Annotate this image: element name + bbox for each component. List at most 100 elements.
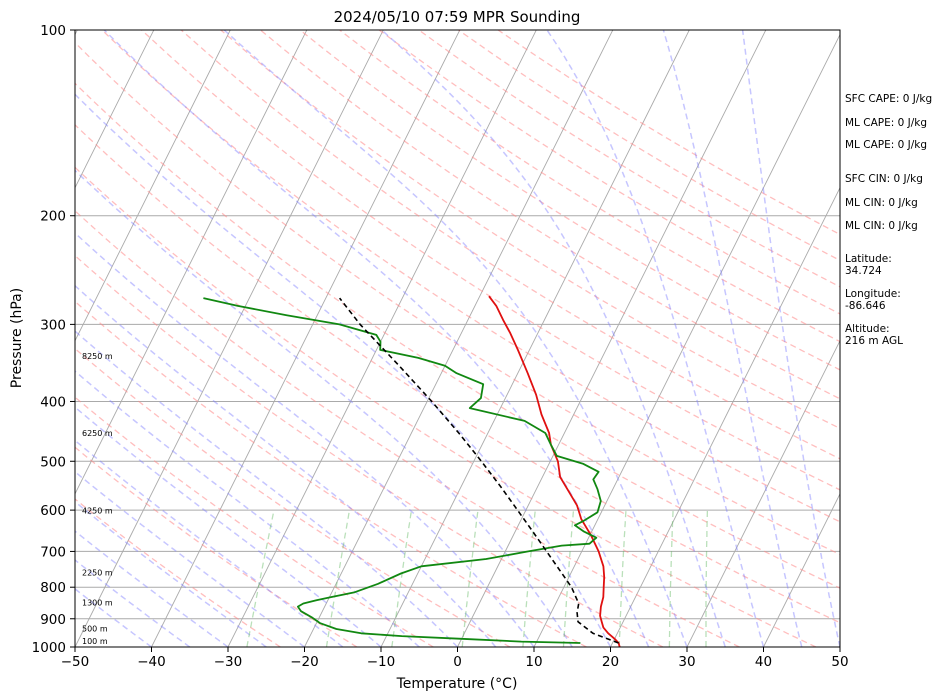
x-tick-label: 50 xyxy=(831,654,848,670)
parcel-line xyxy=(338,297,619,644)
isotherm-line xyxy=(75,30,384,647)
isotherm-line xyxy=(610,186,840,647)
y-tick-label: 800 xyxy=(40,580,66,596)
x-tick-label: 30 xyxy=(678,654,695,670)
sfc-cape-text: SFC CAPE: 0 J/kg xyxy=(845,93,932,105)
ml-cape-text-2: ML CAPE: 0 J/kg xyxy=(845,139,927,151)
moist-adiabat-line xyxy=(546,30,765,647)
latitude-label: Latitude: xyxy=(845,253,892,265)
longitude-value: -86.646 xyxy=(845,300,886,312)
sfc-cin-text: SFC CIN: 0 J/kg xyxy=(845,173,923,185)
y-tick-label: 700 xyxy=(40,544,66,560)
dry-adiabat-line xyxy=(75,41,840,556)
temperature-line xyxy=(488,295,621,647)
x-axis-ticks: −50 −40 −30 −20 −10 0 10 20 30 40 50 xyxy=(61,647,849,670)
x-tick-label: −40 xyxy=(137,654,166,670)
mixing-ratio-line xyxy=(668,510,674,647)
ml-cin-text: ML CIN: 0 J/kg xyxy=(845,197,918,209)
height-label: 500 m xyxy=(82,625,108,634)
isotherm-line xyxy=(75,30,308,495)
x-tick-label: 40 xyxy=(755,654,772,670)
moist-adiabat-line xyxy=(381,30,727,647)
moist-adiabat-line xyxy=(75,232,535,647)
dry-adiabat-line xyxy=(75,254,664,647)
height-label: 2250 m xyxy=(82,569,113,578)
isotherm-line xyxy=(686,339,840,647)
plot-frame xyxy=(74,29,841,648)
chart-title: 2024/05/10 07:59 MPR Sounding xyxy=(334,8,581,26)
latitude-value: 34.724 xyxy=(845,265,882,277)
mixing-ratio-line xyxy=(705,510,709,647)
altitude-label: Altitude: xyxy=(845,323,890,335)
moist-adiabat-line xyxy=(75,587,152,647)
dry-adiabat-line xyxy=(180,30,840,460)
moist-adiabat-line xyxy=(75,406,382,647)
y-axis-label: Pressure (hPa) xyxy=(9,288,25,388)
dry-adiabat-line xyxy=(75,347,511,647)
mixing-ratio-line xyxy=(325,509,351,647)
moist-adiabat-line xyxy=(75,93,612,647)
moist-adiabat-line xyxy=(223,30,688,647)
mixing-ratio-line xyxy=(461,510,479,647)
dry-adiabat-line xyxy=(220,30,840,430)
profile-lines xyxy=(203,295,621,647)
isotherm-line xyxy=(0,30,1,647)
dewpoint-line xyxy=(203,297,602,644)
isotherm-line xyxy=(227,30,537,647)
x-tick-label: 0 xyxy=(453,654,462,670)
moist-adiabat-line xyxy=(75,470,305,647)
dry-adiabat-line xyxy=(75,300,587,647)
dry-adiabat-line xyxy=(299,30,840,371)
y-tick-label: 400 xyxy=(40,394,66,410)
moist-adiabat-line xyxy=(75,439,344,647)
background-grid xyxy=(0,30,840,647)
height-label: 4250 m xyxy=(82,506,113,515)
longitude-label: Longitude: xyxy=(845,288,901,300)
y-tick-label: 300 xyxy=(40,317,66,333)
dry-adiabat-line xyxy=(75,123,840,624)
isotherm-line xyxy=(533,33,840,647)
x-tick-label: −10 xyxy=(367,654,396,670)
dry-adiabat-line xyxy=(75,396,434,647)
moist-adiabat-line xyxy=(75,500,267,647)
mixing-ratio-line xyxy=(391,509,413,647)
dry-adiabat-line xyxy=(339,30,840,343)
dry-adiabat-line xyxy=(75,209,740,647)
height-label: 6250 m xyxy=(82,429,113,438)
x-tick-label: −50 xyxy=(61,654,90,670)
x-tick-label: 10 xyxy=(525,654,542,670)
x-tick-label: −30 xyxy=(214,654,243,670)
moist-adiabat-line xyxy=(75,330,459,647)
y-axis-ticks: 1000 900 800 700 600 500 400 300 200 100 xyxy=(32,23,75,656)
y-tick-label: 100 xyxy=(40,23,66,39)
moist-adiabat-line xyxy=(75,284,497,647)
height-labels: 100 m 500 m 1300 m 2250 m 4250 m 6250 m 8250 m xyxy=(82,352,113,646)
dry-adiabat-line xyxy=(75,82,840,589)
moist-adiabat-line xyxy=(741,30,840,647)
dry-adiabat-line xyxy=(259,30,840,400)
moist-adiabat-line xyxy=(662,30,803,647)
dry-adiabat-line xyxy=(75,166,817,647)
height-label: 8250 m xyxy=(82,352,113,361)
x-tick-label: −20 xyxy=(290,654,319,670)
height-label: 100 m xyxy=(82,637,108,646)
moist-adiabat-line xyxy=(75,530,229,647)
dry-adiabat-line xyxy=(75,446,358,647)
isotherm-line xyxy=(75,30,231,342)
isotherm-line xyxy=(304,30,614,647)
isotherm-line xyxy=(380,30,690,647)
moist-adiabat-line xyxy=(103,30,650,647)
x-tick-label: 20 xyxy=(602,654,619,670)
mixing-ratio-line xyxy=(246,509,275,647)
y-tick-label: 200 xyxy=(40,209,66,225)
x-axis-label: Temperature (°C) xyxy=(396,676,518,692)
y-tick-label: 600 xyxy=(40,503,66,519)
moist-adiabat-line xyxy=(75,559,191,647)
height-label: 1300 m xyxy=(82,598,113,607)
isotherm-line xyxy=(763,492,840,647)
isotherm-line xyxy=(151,30,461,647)
y-tick-label: 500 xyxy=(40,454,66,470)
info-panel: SFC CAPE: 0 J/kg ML CAPE: 0 J/kg ML CAPE… xyxy=(845,93,932,347)
isotherm-line xyxy=(75,30,155,189)
